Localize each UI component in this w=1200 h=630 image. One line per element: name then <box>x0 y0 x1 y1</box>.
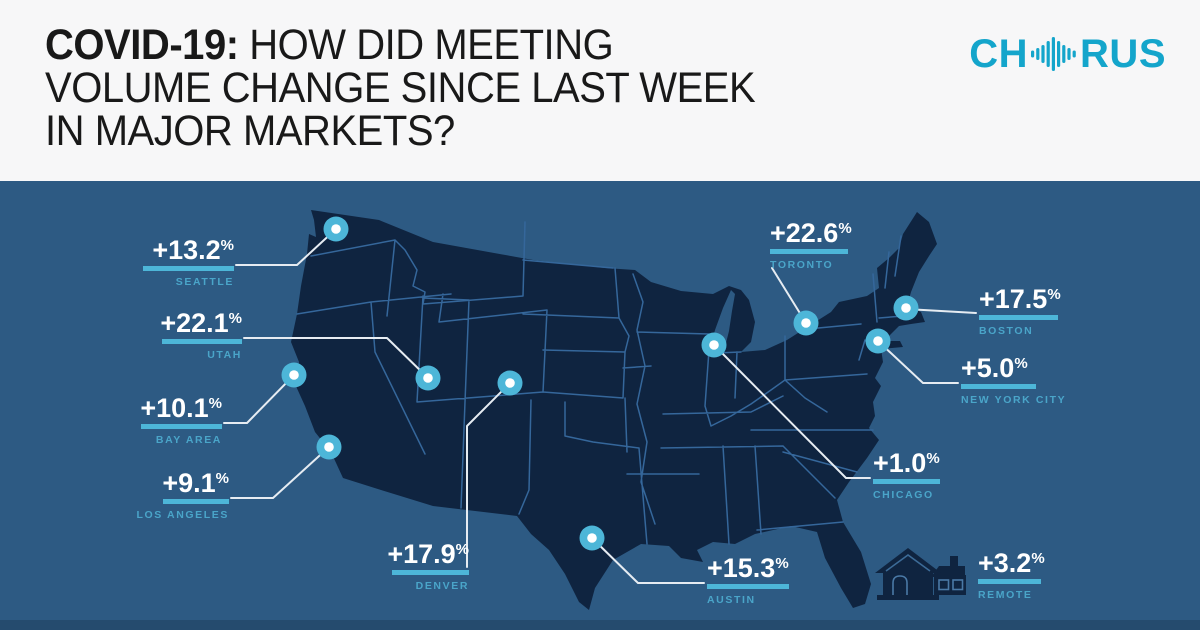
state-borders <box>296 221 904 545</box>
header: COVID-19: HOW DID MEETING VOLUME CHANGE … <box>0 0 1200 181</box>
callout-bayarea: +10.1% BAY AREA <box>140 394 222 446</box>
dot-toronto <box>793 310 819 336</box>
location-dots <box>281 216 919 551</box>
dot-denver <box>497 370 523 396</box>
logo-text-right: RUS <box>1080 32 1166 76</box>
market-city-label: TORONTO <box>770 259 834 271</box>
market-city-label: REMOTE <box>978 589 1033 601</box>
dot-seattle <box>323 216 349 242</box>
market-value: +15.3% <box>707 553 789 583</box>
callout-connectors <box>223 216 977 584</box>
market-value: +10.1% <box>140 393 222 423</box>
percent-sign: % <box>228 310 242 327</box>
percent-sign: % <box>926 450 940 467</box>
connector-seattle <box>235 228 337 266</box>
connector-austin <box>591 537 705 584</box>
market-value: +13.2% <box>152 235 234 265</box>
callout-boston: +17.5% BOSTON <box>979 285 1061 337</box>
market-value: +17.9% <box>387 539 469 569</box>
callout-denver: +17.9% DENVER <box>387 540 469 592</box>
connector-utah <box>243 337 429 379</box>
underline-accent <box>163 499 229 504</box>
market-city-label: NEW YORK CITY <box>961 394 1067 406</box>
page-title: COVID-19: HOW DID MEETING VOLUME CHANGE … <box>45 21 756 155</box>
market-value: +1.0% <box>873 448 940 478</box>
market-city-label: AUSTIN <box>707 594 756 606</box>
underline-accent <box>141 424 222 429</box>
market-value: +3.2% <box>978 548 1045 578</box>
percent-sign: % <box>775 555 789 572</box>
market-value: +5.0% <box>961 353 1028 383</box>
connector-losangeles <box>230 446 330 499</box>
market-city-label: CHICAGO <box>873 489 934 501</box>
underline-accent <box>162 339 242 344</box>
underline-accent <box>143 266 234 271</box>
logo-text-left: CH <box>969 32 1029 76</box>
dot-chicago <box>701 332 727 358</box>
dot-boston <box>893 295 919 321</box>
market-value: +22.1% <box>160 308 242 338</box>
dot-utah <box>415 365 441 391</box>
market-value: +22.6% <box>770 218 852 248</box>
dot-losangeles <box>316 434 342 460</box>
market-city-label: UTAH <box>207 349 242 361</box>
connector-nyc <box>877 340 959 384</box>
underline-accent <box>979 315 1058 320</box>
underline-accent <box>978 579 1041 584</box>
percent-sign: % <box>215 470 229 487</box>
callout-austin: +15.3% AUSTIN <box>707 554 789 606</box>
underline-accent <box>770 249 848 254</box>
connector-denver <box>466 382 511 568</box>
market-city-label: LOS ANGELES <box>136 509 229 521</box>
connector-bayarea <box>223 374 295 424</box>
callout-toronto: +22.6% TORONTO <box>770 219 852 271</box>
percent-sign: % <box>1047 286 1061 303</box>
percent-sign: % <box>208 395 222 412</box>
market-city-label: SEATTLE <box>175 276 234 288</box>
underline-accent <box>873 479 940 484</box>
soundwave-icon <box>1031 37 1076 71</box>
market-city-label: BOSTON <box>979 325 1034 337</box>
title-line-2: VOLUME CHANGE SINCE LAST WEEK <box>45 64 756 112</box>
chorus-logo: CH RUS <box>969 33 1166 75</box>
connector-chicago <box>713 344 871 479</box>
title-line-3: IN MAJOR MARKETS? <box>45 107 455 155</box>
dot-nyc <box>865 328 891 354</box>
dot-austin <box>579 525 605 551</box>
map-canvas: +13.2% SEATTLE +22.6% TORONTO +17.5% BOSTON +2… <box>0 181 1200 630</box>
percent-sign: % <box>1014 355 1028 372</box>
underline-accent <box>961 384 1036 389</box>
market-city-label: DENVER <box>415 580 469 592</box>
bottom-accent-bar <box>0 620 1200 630</box>
title-line-1: COVID-19: HOW DID MEETING <box>45 21 614 69</box>
callout-chicago: +1.0% CHICAGO <box>873 449 940 501</box>
underline-accent <box>392 570 469 575</box>
market-value: +17.5% <box>979 284 1061 314</box>
market-value: +9.1% <box>162 468 229 498</box>
callout-utah: +22.1% UTAH <box>160 309 242 361</box>
callout-seattle: +13.2% SEATTLE <box>143 236 234 288</box>
callout-losangeles: +9.1% LOS ANGELES <box>137 469 229 521</box>
percent-sign: % <box>1031 550 1045 567</box>
percent-sign: % <box>455 541 469 558</box>
callout-remote: +3.2% REMOTE <box>978 549 1045 601</box>
market-city-label: BAY AREA <box>155 434 222 446</box>
underline-accent <box>707 584 789 589</box>
house-icon <box>875 548 966 600</box>
callout-nyc: +5.0% NEW YORK CITY <box>961 354 1066 406</box>
percent-sign: % <box>838 220 852 237</box>
percent-sign: % <box>220 237 234 254</box>
dot-bayarea <box>281 362 307 388</box>
us-landmass <box>291 210 937 610</box>
